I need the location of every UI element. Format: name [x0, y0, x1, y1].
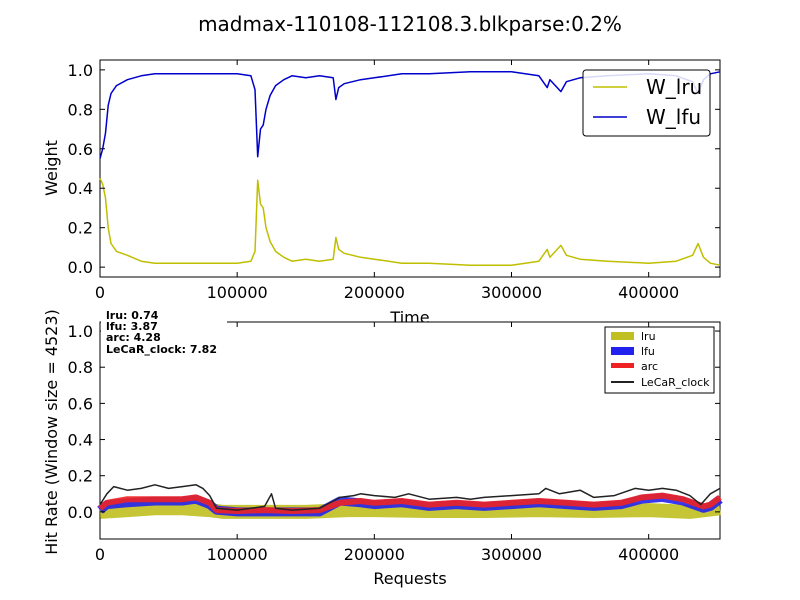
- weight-y-tick-label: 0.4: [68, 179, 93, 198]
- hit-rate-legend-label-lecar-clock: LeCaR_clock: [641, 376, 710, 389]
- hit-rate-y-ticks: 0.0 0.2 0.4 0.6 0.8 1.0: [68, 322, 720, 522]
- hit-rate-series-lecar-clock: [99, 484, 721, 511]
- hit-rate-series-arc: [98, 492, 722, 514]
- weight-x-tick-label: 100000: [207, 283, 268, 302]
- hit-rate-legend-swatch-lru: [611, 332, 634, 340]
- chart-title: madmax-110108-112108.3.blkparse:0.2%: [198, 12, 622, 36]
- hit-rate-legend: lru lfu arc LeCaR_clock: [604, 326, 715, 394]
- hit-rate-y-tick-label: 0.2: [68, 467, 93, 486]
- hit-rate-x-tick-label: 0: [95, 545, 105, 564]
- hit-rate-legend-label-lfu: lfu: [641, 345, 655, 358]
- weight-y-tick-label: 0.0: [68, 258, 93, 277]
- hit-rate-legend-label-arc: arc: [641, 360, 658, 373]
- weight-legend-label-lru: W_lru: [646, 75, 702, 99]
- weight-plot: 0 100000 200000 300000 400000 0.00.20.40.60.…: [42, 59, 721, 327]
- hit-rate-legend-swatch-arc: [611, 363, 634, 368]
- hit-rate-x-tick-label: 200000: [344, 545, 405, 564]
- hit-rate-legend-label-lru: lru: [641, 330, 656, 343]
- hit-rate-y-tick-label: 0.0: [68, 503, 93, 522]
- stats-backdrop: [101, 309, 227, 359]
- weight-y-tick-label: 0.6: [68, 140, 93, 159]
- weight-y-tick-label: 1.0: [68, 61, 93, 80]
- stat-arc: arc: 4.28: [106, 331, 161, 344]
- hit-rate-legend-swatch-lfu: [611, 347, 634, 355]
- hit-rate-y-tick-label: 0.8: [68, 358, 93, 377]
- weight-legend: W_lru W_lfu: [582, 69, 711, 137]
- hit-rate-x-tick-label: 400000: [618, 545, 679, 564]
- weight-x-tick-label: 200000: [344, 283, 405, 302]
- hit-rate-plot: 0 100000 200000 300000 400000 0.00.20.40.60.…: [42, 309, 723, 588]
- hit-rate-x-tick-label: 300000: [481, 545, 542, 564]
- hit-rate-x-tick-label: 100000: [207, 545, 268, 564]
- stat-lru: lru: 0.74: [106, 309, 159, 322]
- weight-legend-label-lfu: W_lfu: [646, 105, 701, 129]
- hit-rate-series-group: [97, 484, 723, 519]
- stat-lfu: lfu: 3.87: [106, 320, 158, 333]
- stat-lecar-clock: LeCaR_clock: 7.82: [106, 343, 217, 356]
- weight-y-ticks: 0.0 0.2 0.4 0.6 0.8 1.0: [68, 61, 720, 277]
- weight-x-tick-label: 300000: [481, 283, 542, 302]
- hit-rate-series-lru: [99, 501, 721, 519]
- weight-y-tick-label: 0.8: [68, 100, 93, 119]
- hit-rate-y-tick-label: 0.4: [68, 431, 93, 450]
- weight-x-tick-label: 0: [95, 283, 105, 302]
- weight-x-ticks: 0 100000 200000 300000 400000: [95, 60, 679, 302]
- hit-rate-x-ticks: 0 100000 200000 300000 400000: [95, 322, 679, 564]
- hit-rate-y-axis-label: Hit Rate (Window size = 4523): [42, 309, 61, 555]
- hit-rate-x-axis-label: Requests: [373, 569, 446, 588]
- weight-y-tick-label: 0.2: [68, 219, 93, 238]
- hit-rate-y-tick-label: 0.6: [68, 394, 93, 413]
- hit-rate-y-tick-label: 1.0: [68, 322, 93, 341]
- weight-y-axis-label: Weight: [42, 140, 61, 196]
- weight-x-tick-label: 400000: [618, 283, 679, 302]
- weight-series-w-lru: [99, 178, 721, 266]
